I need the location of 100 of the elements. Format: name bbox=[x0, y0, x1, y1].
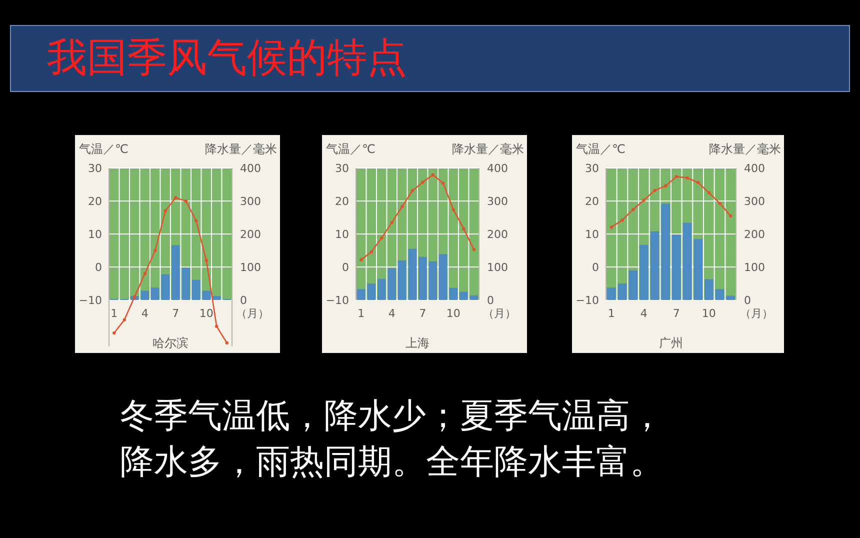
y2-tick-label: 400 bbox=[240, 162, 261, 175]
bar bbox=[439, 254, 448, 300]
y-tick-label: 0 bbox=[592, 261, 599, 274]
bar bbox=[428, 261, 437, 300]
point bbox=[462, 227, 466, 230]
point bbox=[664, 184, 668, 188]
point bbox=[370, 250, 373, 254]
point bbox=[452, 208, 455, 212]
point bbox=[112, 331, 116, 335]
x-tick-label: 4 bbox=[640, 307, 648, 320]
point bbox=[620, 218, 624, 222]
text: 上海 bbox=[406, 336, 430, 350]
x-axis-title: （月） bbox=[483, 307, 516, 320]
bar bbox=[618, 284, 627, 300]
y2-axis-title: 降水量／毫米 bbox=[205, 142, 277, 156]
y2-tick-label: 200 bbox=[744, 228, 765, 241]
bar bbox=[357, 289, 366, 300]
bar bbox=[672, 234, 681, 300]
y2-tick-label: 100 bbox=[240, 261, 261, 274]
y-tick-label: 0 bbox=[95, 261, 102, 274]
x-axis-title: （月） bbox=[740, 307, 773, 320]
x-tick-label: 4 bbox=[141, 307, 148, 320]
bar bbox=[418, 256, 427, 300]
text: 哈尔滨 bbox=[152, 336, 188, 350]
y2-axis-title: 降水量／毫米 bbox=[709, 142, 781, 156]
y2-tick-label: 300 bbox=[744, 195, 765, 208]
point bbox=[390, 220, 394, 224]
x-tick-label: 7 bbox=[672, 307, 680, 320]
point bbox=[215, 324, 218, 328]
y2-tick-label: 400 bbox=[487, 162, 508, 175]
point bbox=[154, 248, 157, 252]
y-tick-label: 20 bbox=[335, 195, 349, 208]
bar bbox=[212, 296, 221, 300]
bar bbox=[704, 279, 714, 300]
y-tick-label: 20 bbox=[585, 195, 599, 208]
y-axis-title: 气温／℃ bbox=[576, 142, 626, 156]
point bbox=[164, 209, 167, 212]
y2-tick-label: 100 bbox=[487, 261, 508, 274]
y2-tick-label: 0 bbox=[744, 294, 751, 307]
point bbox=[686, 176, 689, 180]
y2-tick-label: 100 bbox=[744, 261, 765, 274]
y-tick-label: 20 bbox=[88, 195, 102, 208]
point bbox=[610, 225, 614, 229]
point bbox=[653, 188, 656, 192]
y-tick-label: 30 bbox=[585, 162, 599, 175]
y2-tick-label: 200 bbox=[487, 228, 508, 241]
bar bbox=[172, 245, 180, 300]
bar bbox=[726, 296, 735, 300]
y-tick-label: −10 bbox=[78, 294, 102, 307]
x-tick-label: 10 bbox=[446, 307, 460, 320]
point bbox=[174, 196, 178, 200]
text: 冬季气温低，降水少；夏季气温高，降水多，雨热同期。全年降水丰富。 bbox=[120, 395, 665, 484]
y-axis-title: 气温／℃ bbox=[326, 142, 376, 156]
x-tick-label: 7 bbox=[172, 307, 180, 320]
x-tick-label: 1 bbox=[110, 307, 118, 320]
point bbox=[184, 199, 188, 203]
bar bbox=[650, 231, 660, 300]
point bbox=[204, 258, 208, 262]
bar bbox=[388, 268, 396, 300]
point bbox=[122, 318, 126, 322]
point bbox=[718, 202, 722, 205]
point bbox=[410, 189, 414, 192]
point bbox=[431, 173, 434, 177]
point bbox=[696, 180, 700, 184]
point bbox=[143, 272, 146, 276]
point bbox=[472, 248, 476, 252]
y-tick-label: −10 bbox=[576, 294, 599, 307]
text: 我国季风气候的特点 bbox=[47, 34, 407, 82]
y-tick-label: 0 bbox=[342, 261, 349, 274]
bar bbox=[628, 270, 638, 300]
bar bbox=[182, 268, 190, 300]
y-axis-title: 气温／℃ bbox=[79, 142, 128, 156]
line-series bbox=[610, 174, 732, 229]
point bbox=[400, 205, 404, 208]
y2-tick-label: 200 bbox=[240, 228, 261, 241]
bar bbox=[202, 290, 210, 300]
y-tick-label: 30 bbox=[335, 162, 349, 175]
point bbox=[360, 258, 363, 262]
bar bbox=[640, 244, 648, 300]
bar bbox=[470, 295, 478, 300]
point bbox=[380, 236, 384, 240]
point bbox=[642, 198, 646, 202]
point bbox=[225, 341, 228, 344]
bar bbox=[715, 289, 724, 300]
x-tick-label: 1 bbox=[608, 307, 615, 320]
x-tick-label: 10 bbox=[199, 307, 214, 320]
bar bbox=[449, 288, 458, 300]
point bbox=[674, 174, 678, 178]
point bbox=[442, 182, 445, 185]
bar bbox=[408, 248, 416, 300]
x-tick-label: 4 bbox=[388, 307, 396, 320]
y-tick-label: 10 bbox=[88, 228, 102, 241]
point bbox=[707, 191, 711, 194]
bar bbox=[367, 284, 376, 300]
y2-tick-label: 300 bbox=[487, 195, 508, 208]
y2-tick-label: 300 bbox=[240, 195, 261, 208]
point bbox=[728, 214, 732, 218]
point bbox=[631, 208, 635, 212]
x-tick-label: 10 bbox=[702, 307, 716, 320]
y-tick-label: 10 bbox=[335, 228, 349, 241]
